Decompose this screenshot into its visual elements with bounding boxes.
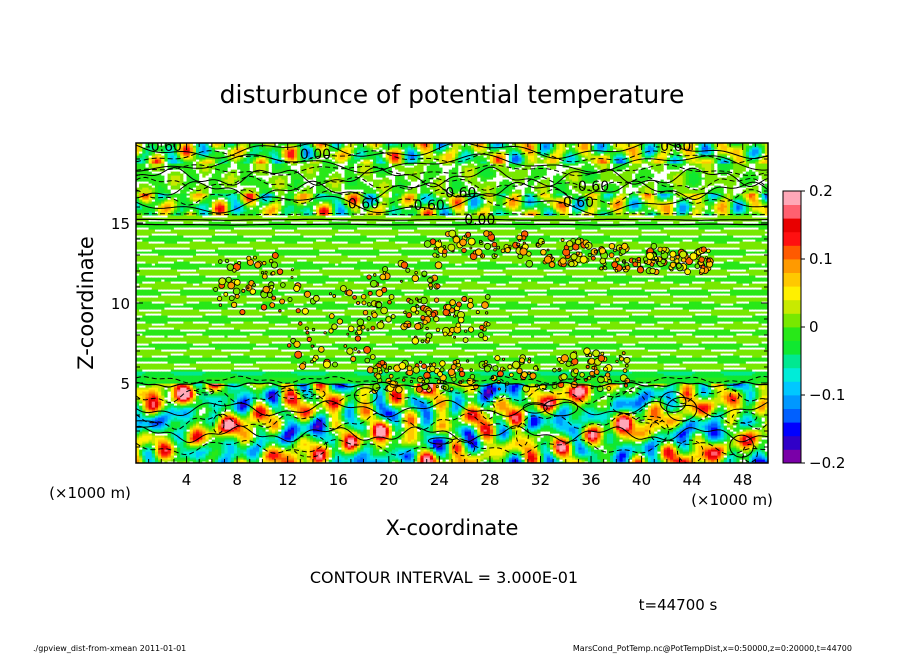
contour-label: -0.60 (409, 198, 445, 214)
colorbar-swatch (783, 395, 801, 409)
contour-interval-text: CONTOUR INTERVAL = 3.000E-01 (310, 568, 578, 587)
colorbar-swatch (783, 422, 801, 437)
colorbar-swatch (783, 218, 801, 233)
colorbar-swatch (783, 259, 801, 273)
x-tick-label: 48 (733, 471, 752, 489)
colorbar-swatch (783, 245, 801, 260)
contour-label: -0.60 (573, 179, 609, 195)
chart-title: disturbunce of potential temperature (220, 80, 685, 109)
colorbar-swatch (783, 272, 801, 287)
y-tick-label: 15 (111, 215, 130, 233)
colorbar-swatch (783, 367, 801, 382)
colorbar-swatch (783, 435, 801, 450)
footer-right: MarsCond_PotTemp.nc@PotTempDist,x=0:5000… (573, 644, 852, 653)
x-tick-label: 36 (581, 471, 600, 489)
colorbar-swatch (783, 286, 801, 301)
colorbar-swatch (783, 340, 801, 355)
colorbar-tick-label: −0.2 (809, 454, 845, 472)
colorbar-swatch (783, 191, 801, 205)
x-tick-label: 4 (182, 471, 192, 489)
colorbar-tick-label: 0.2 (809, 182, 833, 200)
y-tick-label: 5 (120, 375, 130, 393)
x-tick-label: 28 (480, 471, 499, 489)
colorbar-swatch (783, 204, 801, 219)
colorbar-swatch (783, 408, 801, 423)
colorbar-swatch (783, 449, 801, 464)
x-axis-label: X-coordinate (386, 516, 519, 540)
colorbar-swatch (783, 299, 801, 314)
contour-label: -0.60 (146, 139, 182, 155)
x-tick-label: 8 (232, 471, 242, 489)
colorbar: 0.2 0.1 0 −0.1 −0.2 (782, 182, 845, 472)
colorbar-tick-label: 0 (809, 318, 819, 336)
x-tick-label: 44 (683, 471, 702, 489)
contour-label: -0.60 (343, 197, 379, 213)
y-axis-label: Z-coordinate (74, 236, 98, 370)
contour-label: -0.60 (440, 185, 476, 201)
x-unit-left: (×1000 m) (49, 484, 131, 502)
y-tick-label: 10 (111, 295, 130, 313)
colorbar-swatch (783, 313, 801, 328)
contour-label: -0.60 (655, 139, 691, 155)
footer-left: ./gpview_dist-from-xmean 2011-01-01 (33, 644, 186, 653)
x-tick-label: 20 (379, 471, 398, 489)
y-axis: 5 10 15 (111, 158, 768, 448)
contour-label: 0.00 (464, 213, 495, 229)
colorbar-swatch (783, 381, 801, 396)
time-label: t=44700 s (639, 596, 718, 614)
x-tick-label: 12 (278, 471, 297, 489)
colorbar-swatch (783, 231, 801, 246)
contour-label: -0.60 (558, 195, 594, 211)
x-unit-right: (×1000 m) (691, 491, 773, 509)
x-tick-label: 40 (632, 471, 651, 489)
colorbar-swatch (783, 327, 801, 341)
x-tick-label: 24 (430, 471, 449, 489)
colorbar-swatch (783, 354, 801, 369)
x-tick-label: 32 (531, 471, 550, 489)
colorbar-tick-label: 0.1 (809, 250, 833, 268)
colorbar-tick-label: −0.1 (809, 386, 845, 404)
heatmap-field: -0.60 0.00 -0.60-0.60-0.60 -0.60-0.60-0.600… (136, 139, 768, 463)
x-tick-label: 16 (329, 471, 348, 489)
contour-label: 0.00 (300, 147, 331, 163)
x-axis: 4 8 12 16 20 24 28 32 36 40 44 48 (148, 143, 756, 489)
